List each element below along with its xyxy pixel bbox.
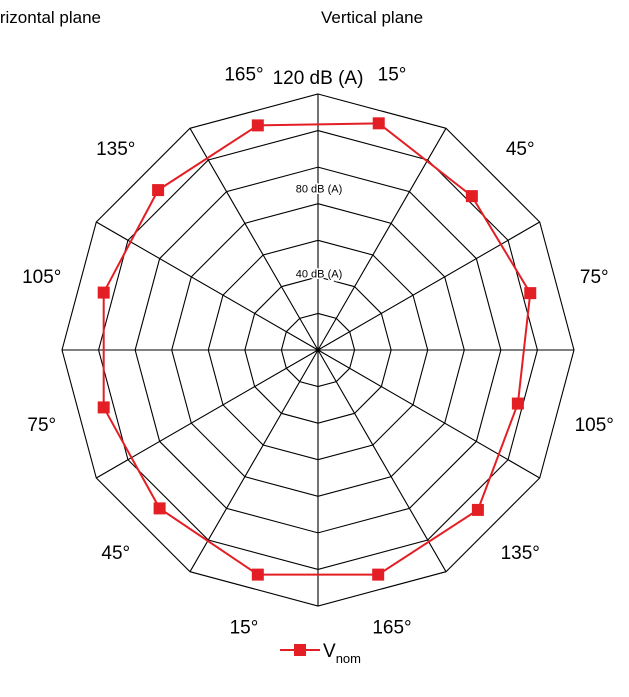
legend: Vnom [280, 641, 361, 666]
angle-label: 165° [372, 617, 411, 638]
angle-label: 75° [27, 415, 56, 436]
data-point [251, 119, 264, 132]
data-point [97, 401, 110, 414]
grid-spoke [189, 128, 319, 351]
grid-spoke [96, 349, 319, 479]
angle-label: 75° [580, 267, 609, 288]
radial-label: 40 dB (A) [296, 269, 342, 281]
angle-labels: 15° 45° 75° 105° 135° 165° 165° 135° 105° 75° 45° 1… [22, 65, 614, 639]
angle-label: 15° [378, 65, 407, 86]
grid-spoke [317, 349, 540, 479]
grid-spoke [96, 221, 319, 351]
grid-spoke [189, 349, 319, 572]
angle-label: 45° [101, 543, 130, 564]
polar-grid [61, 93, 575, 607]
data-point [471, 503, 484, 516]
data-point [152, 184, 165, 197]
vertical-plane-title: Vertical plane [321, 8, 424, 27]
radial-label: 120 dB (A) [273, 68, 364, 89]
angle-label: 135° [96, 139, 135, 160]
angle-label: 105° [22, 267, 61, 288]
radial-labels: 40 dB (A) 80 dB (A) 120 dB (A) [273, 68, 364, 282]
angle-label: 165° [224, 65, 263, 86]
data-point [372, 568, 385, 581]
angle-label: 15° [230, 617, 259, 638]
horizontal-plane-title: Horizontal plane [0, 8, 101, 27]
legend-label: Vnom [323, 641, 361, 666]
data-point [465, 190, 478, 203]
data-point [153, 502, 166, 515]
angle-label: 45° [506, 139, 535, 160]
grid-spoke [317, 221, 540, 351]
data-point [372, 117, 385, 130]
data-series [97, 117, 537, 581]
radial-label: 80 dB (A) [296, 183, 342, 195]
angle-label: 135° [501, 543, 540, 564]
data-point [251, 568, 264, 581]
grid-spoke [317, 128, 447, 351]
data-point [511, 397, 524, 410]
angle-label: 105° [575, 415, 614, 436]
data-point [524, 287, 537, 300]
legend-marker [294, 644, 306, 656]
data-point [97, 286, 110, 299]
grid-spoke [317, 349, 447, 572]
